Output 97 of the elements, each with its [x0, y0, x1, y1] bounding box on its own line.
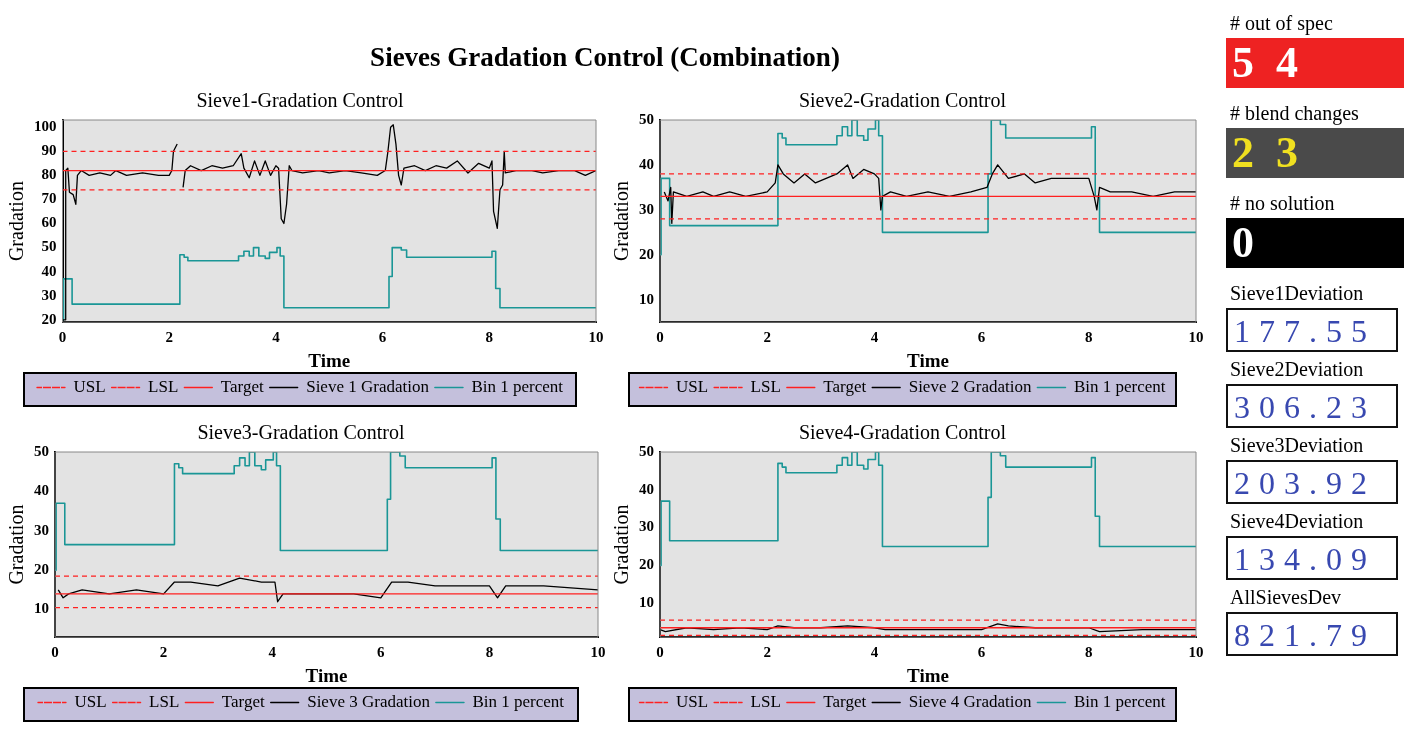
- y-tick-label: 40: [639, 155, 654, 172]
- x-tick-label: 8: [1085, 329, 1093, 346]
- legend-label: USL: [675, 376, 709, 396]
- x-axis-title: Time: [907, 349, 949, 371]
- legend-label: Target: [221, 691, 265, 711]
- x-tick-label: 8: [485, 329, 494, 346]
- chart-title: Sieve3-Gradation Control: [197, 421, 406, 444]
- x-tick-label: 2: [763, 329, 771, 346]
- legend-label: Sieve 1 Gradation: [306, 376, 430, 396]
- chart-title: Sieve4-Gradation Control: [798, 421, 1007, 444]
- legend-label: Sieve 3 Gradation: [307, 691, 431, 711]
- legend-label: Target: [220, 376, 264, 396]
- text: Sieve3Deviation: [1230, 434, 1365, 457]
- x-tick-label: 8: [485, 644, 494, 661]
- y-tick-label: 20: [639, 556, 654, 573]
- legend-label: LSL: [149, 691, 180, 711]
- text: AllSievesDev: [1230, 586, 1343, 609]
- text: 821.79: [1226, 612, 1398, 656]
- y-tick-label: 30: [639, 518, 654, 535]
- y-axis-title: Gradation: [5, 181, 28, 262]
- legend-label: Bin 1 percent: [1073, 691, 1166, 711]
- legend-label: Sieve 2 Gradation: [908, 376, 1032, 396]
- text: 134.09: [1226, 536, 1398, 580]
- text: # no solution: [1230, 192, 1336, 215]
- x-tick-label: 0: [656, 329, 664, 346]
- y-tick-label: 80: [41, 166, 57, 183]
- y-tick-label: 20: [41, 310, 57, 327]
- y-tick-label: 10: [639, 594, 654, 611]
- y-tick-label: 40: [639, 480, 654, 497]
- x-tick-label: 10: [588, 329, 604, 346]
- legend-label: USL: [675, 691, 709, 711]
- x-tick-label: 8: [1085, 644, 1093, 661]
- legend-label: Bin 1 percent: [472, 691, 565, 711]
- legend-label: USL: [73, 376, 106, 396]
- x-tick-label: 6: [378, 329, 387, 346]
- y-axis-title: Gradation: [610, 504, 633, 585]
- x-axis-title: Time: [907, 664, 949, 686]
- chart-title: Sieve2-Gradation Control: [798, 89, 1007, 112]
- legend-label: USL: [74, 691, 107, 711]
- legend-label: Target: [823, 376, 867, 396]
- text: 306.23: [1226, 384, 1398, 428]
- text: # out of spec: [1230, 12, 1334, 35]
- y-tick-label: 20: [34, 561, 49, 578]
- text: 54: [1226, 38, 1404, 88]
- text: 177.55: [1226, 308, 1398, 352]
- legend-label: LSL: [148, 376, 179, 396]
- x-tick-label: 0: [58, 329, 67, 346]
- text: Sieve2Deviation: [1230, 358, 1365, 381]
- x-tick-label: 4: [268, 644, 277, 661]
- text: 0: [1226, 218, 1404, 268]
- chart-title: Sieve1-Gradation Control: [196, 89, 405, 112]
- x-tick-label: 4: [870, 329, 879, 346]
- y-tick-label: 100: [34, 118, 57, 135]
- x-tick-label: 0: [656, 644, 664, 661]
- x-tick-label: 2: [165, 329, 173, 346]
- x-tick-label: 4: [272, 329, 281, 346]
- x-axis-title: Time: [305, 664, 348, 686]
- y-tick-label: 30: [639, 200, 654, 217]
- x-tick-label: 6: [977, 329, 986, 346]
- text: Sieve4Deviation: [1230, 510, 1365, 533]
- y-tick-label: 10: [34, 600, 49, 617]
- x-tick-label: 2: [159, 644, 168, 661]
- legend-label: LSL: [750, 376, 781, 396]
- y-tick-label: 30: [34, 521, 49, 538]
- x-tick-label: 10: [1188, 329, 1204, 346]
- y-tick-label: 30: [41, 286, 57, 303]
- text: 203.92: [1226, 460, 1398, 504]
- y-tick-label: 40: [34, 482, 49, 499]
- legend-label: Target: [823, 691, 867, 711]
- text: 23: [1226, 128, 1404, 178]
- y-tick-label: 60: [41, 214, 57, 231]
- y-axis-title: Gradation: [5, 504, 28, 585]
- x-tick-label: 6: [377, 644, 386, 661]
- y-tick-label: 70: [41, 190, 57, 207]
- y-tick-label: 20: [639, 245, 654, 262]
- text: # blend changes: [1230, 102, 1360, 125]
- y-tick-label: 90: [41, 142, 57, 159]
- legend-label: Bin 1 percent: [1073, 376, 1166, 396]
- y-tick-label: 50: [34, 442, 49, 459]
- x-tick-label: 0: [51, 644, 59, 661]
- x-tick-label: 4: [870, 644, 879, 661]
- legend-label: Sieve 4 Gradation: [908, 691, 1032, 711]
- x-tick-label: 10: [590, 644, 606, 661]
- x-axis-title: Time: [308, 349, 351, 371]
- y-tick-label: 10: [639, 290, 654, 307]
- x-tick-label: 2: [763, 644, 771, 661]
- text: Sieve1Deviation: [1230, 282, 1365, 305]
- legend-label: LSL: [750, 691, 781, 711]
- y-tick-label: 50: [41, 238, 57, 255]
- text: Sieves Gradation Control (Combination): [369, 42, 841, 73]
- legend-label: Bin 1 percent: [471, 376, 564, 396]
- y-tick-label: 50: [639, 442, 654, 459]
- y-axis-title: Gradation: [610, 181, 633, 262]
- x-tick-label: 10: [1188, 644, 1204, 661]
- y-tick-label: 40: [41, 262, 57, 279]
- x-tick-label: 6: [977, 644, 986, 661]
- y-tick-label: 50: [639, 110, 654, 127]
